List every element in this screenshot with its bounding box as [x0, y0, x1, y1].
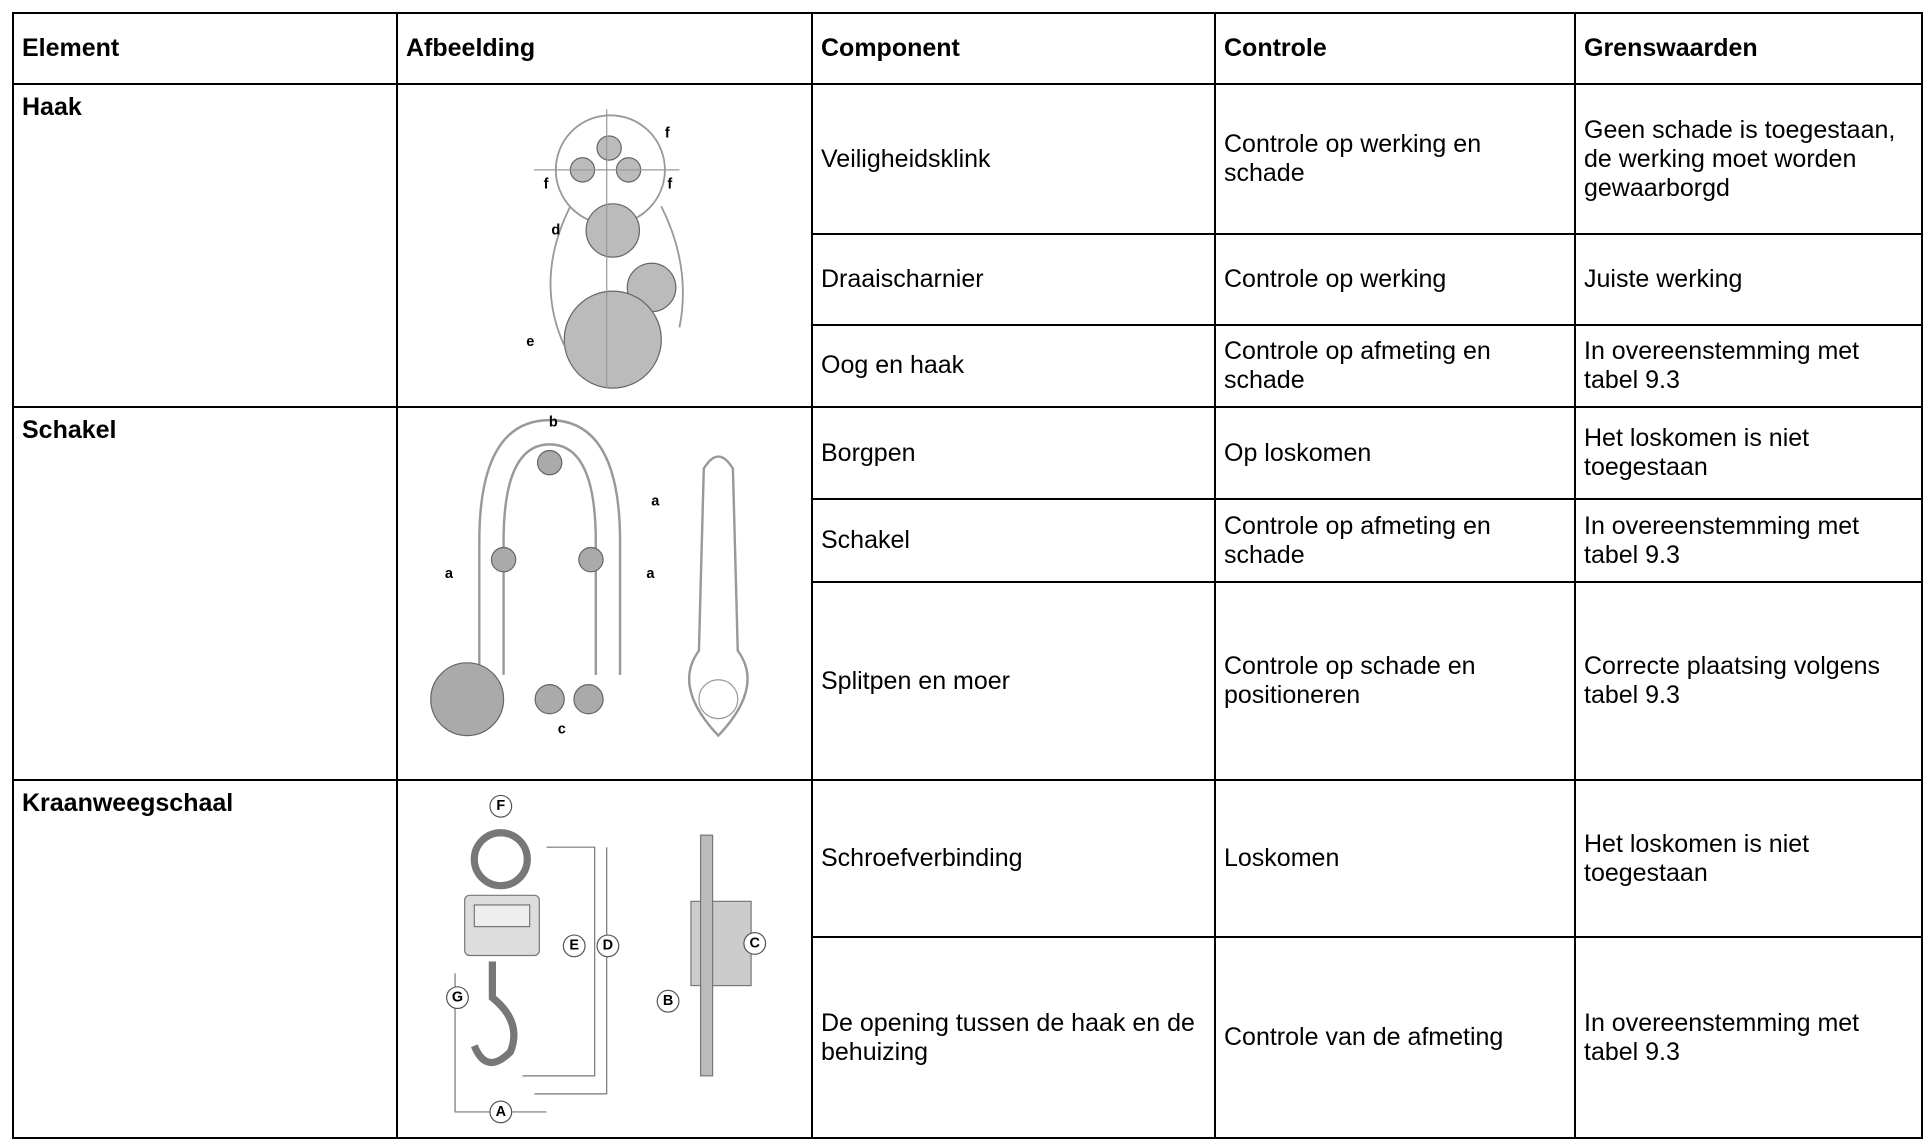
drawing-part — [536, 449, 563, 476]
element-cell: Kraanweegschaal — [12, 779, 398, 1139]
image-label: G — [452, 989, 463, 1005]
image-label: f — [544, 176, 549, 192]
table-row: Haak f f f d e Veiligheidsklink Controle op wer… — [12, 82, 1923, 408]
image-label: b — [549, 414, 558, 430]
image-label: e — [526, 334, 534, 350]
image-label: c — [558, 721, 566, 737]
header-cell: Element — [12, 12, 398, 85]
drawing-part — [585, 203, 641, 258]
component-cell: Borgpen — [811, 405, 1216, 501]
limit-cell: Correcte plaatsing volgens tabel 9.3 — [1574, 581, 1923, 781]
limit-cell: In overeenstemming met tabel 9.3 — [1574, 936, 1923, 1139]
image-label: C — [750, 935, 761, 951]
label-ring — [743, 932, 767, 955]
image-label: a — [651, 493, 660, 509]
limit-cell: Geen schade is toegestaan, de werking mo… — [1574, 82, 1923, 236]
illustration: b a a a c — [430, 414, 749, 738]
drawing-part — [687, 455, 749, 738]
component-cell: Splitpen en moer — [811, 581, 1216, 781]
component-cell: Veiligheidsklink — [811, 82, 1216, 236]
image-label: E — [569, 938, 579, 954]
image-label: f — [667, 176, 672, 192]
inspection-table: Element Afbeelding Component Controle Grensw… — [12, 12, 1923, 1139]
header-cell: Controle — [1214, 12, 1576, 85]
drawing-part — [563, 290, 662, 389]
image-label: f — [665, 125, 670, 141]
drawing-part — [502, 443, 598, 675]
drawing-part — [596, 135, 622, 161]
element-cell: Schakel — [12, 406, 398, 781]
component-cell: De opening tussen de haak en de behuizin… — [811, 936, 1216, 1139]
limit-cell: Het loskomen is niet toegestaan — [1574, 778, 1923, 939]
drawing-part — [698, 679, 739, 720]
label-ring — [446, 986, 469, 1010]
drawing-part — [478, 418, 622, 675]
table-row: Draaischarnier Controle op werking Juiste … — [13, 233, 1923, 326]
image-label: A — [496, 1104, 507, 1120]
check-cell: Controle op werking — [1214, 233, 1576, 326]
header-row: Element Afbeelding Component Controle Grensw… — [12, 12, 1923, 85]
table-row: Splitpen en moer Controle op schade en po… — [13, 581, 1923, 781]
limit-cell: Juiste werking — [1574, 233, 1923, 326]
table-row: Schakel b a a a c Borgpen Op loskomen Het loskom… — [12, 405, 1923, 781]
label-ring — [562, 934, 586, 958]
label-ring — [489, 794, 513, 818]
component-cell: Oog en haak — [811, 323, 1216, 409]
drawing-part — [430, 662, 505, 737]
drawing-part — [534, 684, 565, 715]
table-body: Haak f f f d e Veiligheidsklink Controle op wer… — [12, 82, 1923, 1139]
drawing-part — [699, 834, 714, 1077]
illustration: F E D C B G A — [446, 794, 767, 1124]
check-cell: Controle op afmeting en schade — [1214, 498, 1576, 584]
image-cell: f f f d e — [396, 83, 813, 408]
illustration: f f f d e — [526, 109, 684, 389]
label-ring — [489, 1100, 513, 1124]
component-cell: Schroefverbinding — [811, 778, 1216, 939]
table-row: Oog en haak Controle op afmeting en schad… — [13, 323, 1923, 409]
image-label: D — [603, 938, 613, 954]
label-ring — [656, 989, 680, 1013]
drawing-part — [549, 205, 684, 347]
check-cell: Op loskomen — [1214, 405, 1576, 501]
image-label: a — [646, 566, 655, 582]
check-cell: Controle op afmeting en schade — [1214, 323, 1576, 409]
label-ring — [596, 934, 620, 958]
header-cell: Afbeelding — [396, 12, 813, 85]
table-row: De opening tussen de haak en de behuizin… — [13, 936, 1923, 1139]
check-cell: Loskomen — [1214, 778, 1576, 939]
image-label: a — [445, 566, 454, 582]
check-cell: Controle van de afmeting — [1214, 936, 1576, 1139]
drawing-part — [454, 846, 608, 1113]
limit-cell: In overeenstemming met tabel 9.3 — [1574, 498, 1923, 584]
component-cell: Draaischarnier — [811, 233, 1216, 326]
drawing-part — [573, 684, 604, 715]
table-row: Schakel Controle op afmeting en schade In … — [13, 498, 1923, 584]
image-label: B — [663, 993, 673, 1009]
check-cell: Controle op schade en positioneren — [1214, 581, 1576, 781]
table-row: Kraanweegschaal F E D C B G A Schroefverbinding L… — [12, 778, 1923, 1139]
limit-cell: Het loskomen is niet toegestaan — [1574, 405, 1923, 501]
element-cell: Haak — [12, 83, 398, 408]
image-label: d — [551, 222, 560, 238]
drawing-part — [578, 546, 604, 573]
drawing-part — [473, 904, 531, 928]
limit-cell: In overeenstemming met tabel 9.3 — [1574, 323, 1923, 409]
header-cell: Grenswaarden — [1574, 12, 1923, 85]
header-cell: Component — [811, 12, 1216, 85]
check-cell: Controle op werking en schade — [1214, 82, 1576, 236]
drawing-part — [470, 829, 531, 890]
image-cell: F E D C B G A — [396, 779, 813, 1139]
component-cell: Schakel — [811, 498, 1216, 584]
image-cell: b a a a c — [396, 406, 813, 781]
drawing-part — [490, 546, 517, 573]
image-label: F — [496, 798, 505, 814]
drawing-part — [470, 961, 518, 1066]
